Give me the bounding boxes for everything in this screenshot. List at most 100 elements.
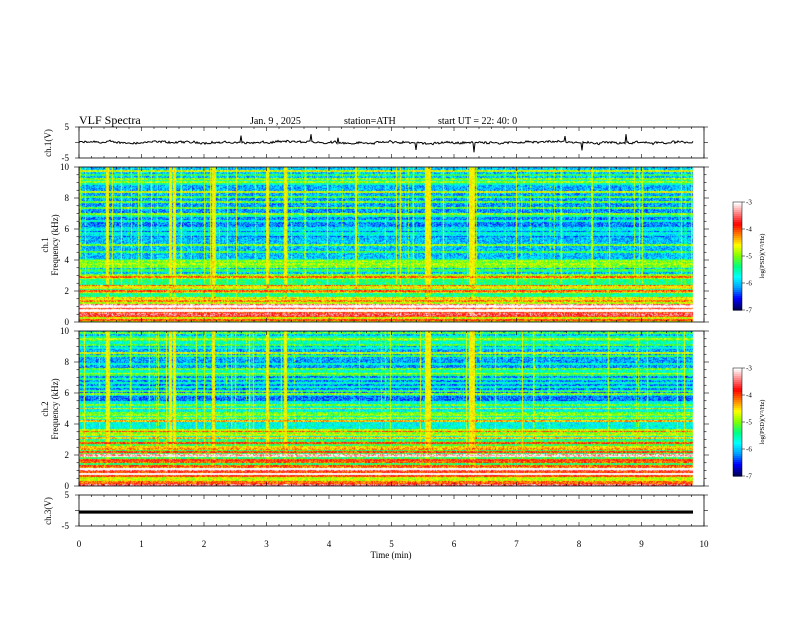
ch2-colorbar-segment bbox=[733, 382, 742, 385]
ch2-spectrogram-ylabel-frequency: Frequency (kHz) bbox=[50, 378, 60, 439]
ch1-waveform-ylabel: ch.1(V) bbox=[43, 129, 53, 157]
ch1-spectrogram-ylabel-channel: ch.1 bbox=[40, 237, 50, 252]
ch1s-ytick-label: 2 bbox=[65, 286, 70, 296]
ch1-colorbar-segment bbox=[733, 250, 742, 253]
ch1-colorbar-segment bbox=[733, 236, 742, 239]
ch1s-ytick-label: 8 bbox=[65, 193, 70, 203]
ch1-ytick-top: 5 bbox=[65, 122, 70, 132]
ch2-colorbar-segment bbox=[733, 412, 742, 415]
ch1-colorbar-segment bbox=[733, 212, 742, 215]
ch2-colorbar-segment bbox=[733, 384, 742, 387]
ch2-colorbar-segment bbox=[733, 470, 742, 473]
ch2-colorbar-segment bbox=[733, 416, 742, 419]
ch2-colorbar-segment bbox=[733, 388, 742, 391]
ch1-colorbar-segment bbox=[733, 292, 742, 295]
ch2-colorbar-segment bbox=[733, 426, 742, 429]
ch1-spectrogram-image bbox=[79, 167, 704, 322]
ch1-colorbar-segment bbox=[733, 208, 742, 211]
ch2-colorbar-segment bbox=[733, 402, 742, 405]
ch1-colorbar-tick-label: -5 bbox=[746, 253, 752, 261]
ch2-colorbar-segment bbox=[733, 430, 742, 433]
ch2-colorbar-segment bbox=[733, 394, 742, 397]
ch3-waveform-ylabel: ch.3(V) bbox=[43, 497, 53, 525]
ch1-colorbar-tick-label: -7 bbox=[746, 307, 752, 315]
ch1-colorbar-segment bbox=[733, 260, 742, 263]
ch2-colorbar-segment bbox=[733, 464, 742, 467]
time-axis-tick-label: 4 bbox=[327, 539, 332, 549]
ch2-colorbar-segment bbox=[733, 396, 742, 399]
ch2s-ytick-label: 0 bbox=[65, 481, 70, 491]
ch2-colorbar-segment bbox=[733, 440, 742, 443]
ch1-colorbar-segment bbox=[733, 244, 742, 247]
time-axis-tick-label: 2 bbox=[202, 539, 207, 549]
ch1-colorbar-segment bbox=[733, 266, 742, 269]
ch2-colorbar-segment bbox=[733, 390, 742, 393]
ch2-colorbar-segment bbox=[733, 452, 742, 455]
ch3-waveform-panel: 5 -5 ch.3(V) bbox=[43, 490, 708, 531]
ch2-colorbar-segment bbox=[733, 466, 742, 469]
ch1-colorbar-segment bbox=[733, 270, 742, 273]
ch1-colorbar-segment bbox=[733, 248, 742, 251]
ch2-colorbar-segment bbox=[733, 450, 742, 453]
ch1-colorbar-segment bbox=[733, 308, 742, 311]
ch2-colorbar-segment bbox=[733, 446, 742, 449]
ch2-colorbar-segment bbox=[733, 460, 742, 463]
ch2-colorbar-segment bbox=[733, 398, 742, 401]
ch3-ytick-top: 5 bbox=[65, 490, 70, 500]
ch1-colorbar-segment bbox=[733, 206, 742, 209]
ch2s-ytick-label: 6 bbox=[65, 388, 70, 398]
time-axis-tick-labels: 0 1 2 3 4 5 6 7 8 9 10 bbox=[77, 539, 709, 549]
ch2-colorbar-segment bbox=[733, 386, 742, 389]
ch2-colorbar-segment bbox=[733, 378, 742, 381]
ch2-colorbar-segment bbox=[733, 472, 742, 475]
ch2-colorbar-segment bbox=[733, 474, 742, 477]
time-axis-tick-label: 6 bbox=[452, 539, 457, 549]
station-label: station=ATH bbox=[344, 116, 396, 127]
ch2-colorbar-segment bbox=[733, 424, 742, 427]
ch1-waveform-ticks bbox=[75, 126, 708, 159]
ch1-colorbar-segment bbox=[733, 276, 742, 279]
ch1-colorbar-segment bbox=[733, 228, 742, 231]
ch2-colorbar-segment bbox=[733, 468, 742, 471]
ch1-waveform-trace bbox=[78, 134, 694, 153]
ch2-colorbar-segment bbox=[733, 406, 742, 409]
ch2s-ytick-label: 4 bbox=[65, 419, 70, 429]
ch2-colorbar-segment bbox=[733, 410, 742, 413]
time-axis-label: Time (min) bbox=[371, 550, 412, 560]
ch2-colorbar-segment bbox=[733, 420, 742, 423]
ch2-colorbar-segment bbox=[733, 370, 742, 373]
ch2-colorbar-segment bbox=[733, 432, 742, 435]
ch1-colorbar-segment bbox=[733, 274, 742, 277]
ch1s-ytick-label: 4 bbox=[65, 255, 70, 265]
ch2-colorbar-label: log(PSD)(V²/Hz) bbox=[759, 400, 766, 445]
ch1-colorbar-tick-label: -4 bbox=[746, 226, 752, 234]
ch1-colorbar-segment bbox=[733, 216, 742, 219]
time-axis-tick-label: 9 bbox=[639, 539, 644, 549]
ch1s-ytick-label: 0 bbox=[65, 317, 70, 327]
ch1-spectrogram-ytick-labels: 0 2 4 6 8 10 bbox=[60, 162, 70, 327]
ch2-colorbar-segment bbox=[733, 400, 742, 403]
time-axis-tick-label: 8 bbox=[577, 539, 582, 549]
ch1-colorbar-segment bbox=[733, 262, 742, 265]
ch1-colorbar-segment bbox=[733, 214, 742, 217]
ch1-colorbar-segment bbox=[733, 278, 742, 281]
ch2-colorbar-segment bbox=[733, 376, 742, 379]
time-axis-tick-label: 1 bbox=[139, 539, 144, 549]
ch2-colorbar-segment bbox=[733, 428, 742, 431]
ch2-colorbar-tick-label: -3 bbox=[746, 365, 752, 373]
ch1-colorbar: -3 -4 -5 -6 -7 log(PSD)(V²/Hz) bbox=[732, 199, 766, 315]
ch2-colorbar-tick-label: -5 bbox=[746, 419, 752, 427]
ch1s-ytick-label: 6 bbox=[65, 224, 70, 234]
time-axis-tick-label: 3 bbox=[264, 539, 269, 549]
ch1-colorbar-segment bbox=[733, 296, 742, 299]
ch2-colorbar-segment bbox=[733, 408, 742, 411]
ch1-colorbar-segment bbox=[733, 298, 742, 301]
ch1-colorbar-segment bbox=[733, 210, 742, 213]
ch2-spectrogram-ytick-labels: 0 2 4 6 8 10 bbox=[60, 326, 70, 491]
ch2-spectrogram-ticks bbox=[74, 330, 709, 487]
ch2-colorbar-segment bbox=[733, 454, 742, 457]
ch1-colorbar-segment bbox=[733, 256, 742, 259]
ch1-colorbar-segment bbox=[733, 230, 742, 233]
